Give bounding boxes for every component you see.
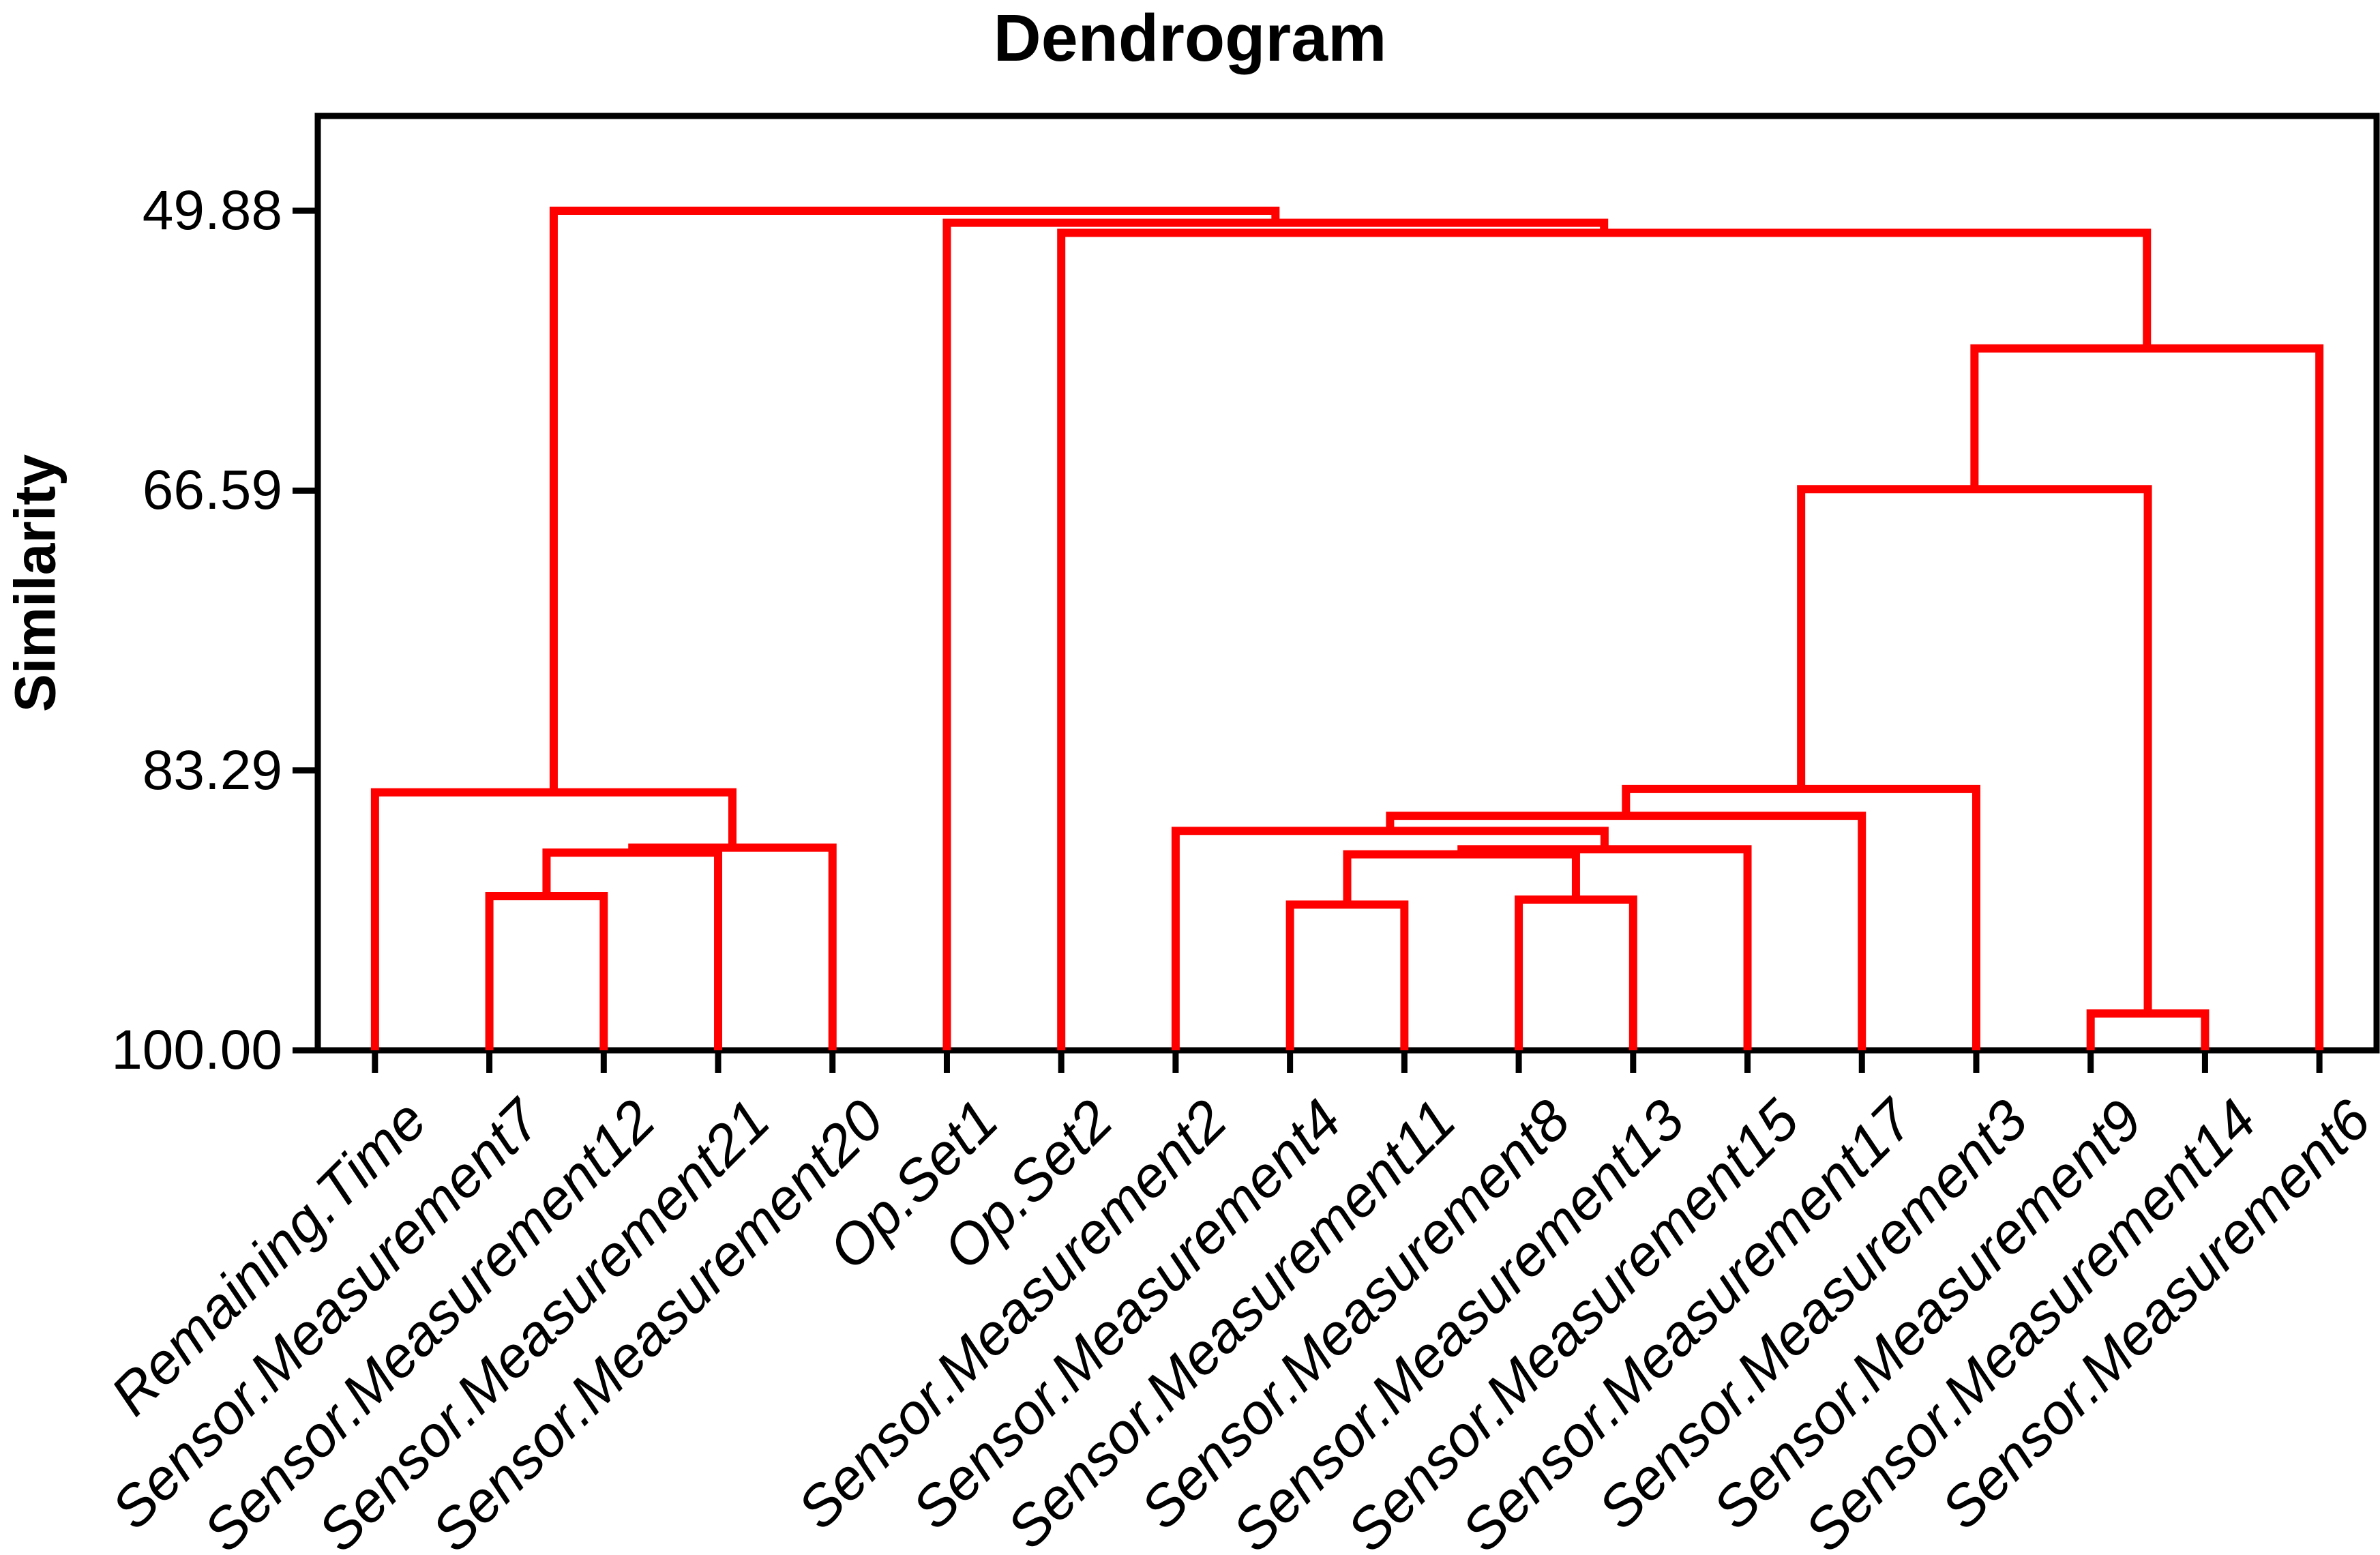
y-tick-label-49-88: 49.88 xyxy=(142,179,282,241)
merge-link-M8 xyxy=(1457,845,1752,1050)
merge-link-M15 xyxy=(1057,228,2152,1050)
merge-link-M7 xyxy=(1343,850,1580,905)
plot-frame xyxy=(314,113,2380,1054)
merge-link-M1 xyxy=(2086,1009,2210,1050)
merge-link-M13 xyxy=(1797,485,2152,1013)
y-tick-label-66-59: 66.59 xyxy=(142,459,282,522)
merge-link-M12 xyxy=(370,788,737,1050)
merge-link-M9 xyxy=(1171,827,1609,1050)
y-tick-label-83-29: 83.29 xyxy=(142,739,282,801)
merge-link-M5 xyxy=(542,848,723,1050)
merge-link-M16 xyxy=(942,218,1609,1050)
y-tick-label-100-00: 100.00 xyxy=(111,1019,282,1081)
y-axis-label: Similarity xyxy=(3,454,68,713)
merge-link-M6 xyxy=(628,843,837,1050)
merge-link-M2 xyxy=(1285,900,1409,1050)
merge-link-M14 xyxy=(1970,344,2324,1050)
merge-link-M17 xyxy=(549,207,1280,793)
chart-title: Dendrogram xyxy=(993,1,1387,75)
merge-link-M11 xyxy=(1622,784,1980,1050)
merge-link-M10 xyxy=(1386,812,1866,1050)
merge-link-M3 xyxy=(1515,895,1637,1050)
merge-link-M4 xyxy=(485,892,608,1050)
